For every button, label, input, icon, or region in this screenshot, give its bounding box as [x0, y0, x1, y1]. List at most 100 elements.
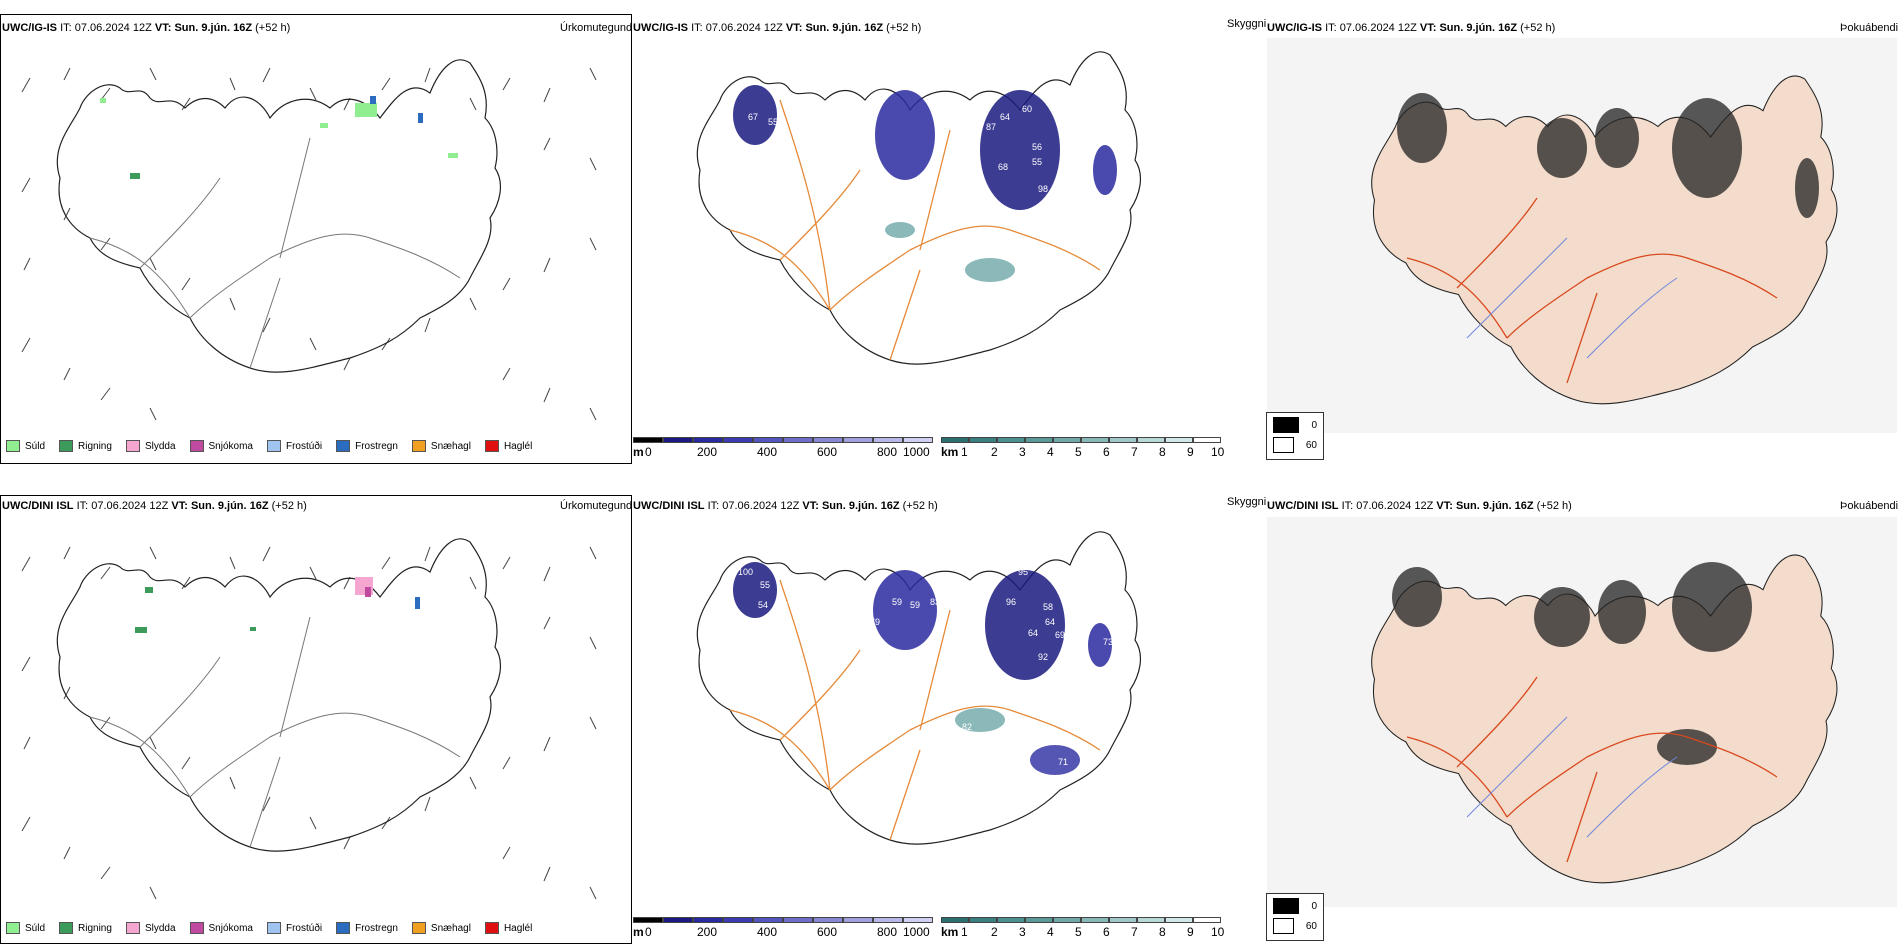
ceiling-label: 54 — [758, 600, 768, 610]
colorbar-segment — [693, 917, 723, 923]
vt-label: VT: — [154, 22, 172, 34]
colorbar-tick: 5 — [1075, 925, 1082, 939]
ceiling-label: 59 — [778, 600, 788, 610]
rivers — [1466, 716, 1678, 838]
ceiling-map-1: 67 55 64 59 87 73 60 85 56 46 68 55 98 1… — [696, 51, 1142, 365]
ceiling-label: 85 — [1072, 117, 1082, 127]
legend-swatch — [266, 922, 281, 934]
fog-shading — [1397, 93, 1819, 218]
visibility-colorbar-2: km 1 2 3 4 5 6 7 8 9 10 — [941, 917, 1261, 941]
vt-value: Sun. 9.jún. 16Z — [1455, 500, 1534, 512]
fog-value: 60 — [1305, 439, 1317, 451]
legend-label: Rigning — [78, 440, 112, 452]
legend-swatch — [336, 922, 351, 934]
vt-value: Sun. 9.jún. 16Z — [821, 500, 900, 512]
colorbar-segment — [1109, 917, 1137, 923]
model-name: UWC/DINI ISL — [1267, 500, 1339, 512]
legend-label: Frostúði — [285, 440, 323, 452]
colorbar-tick: 9 — [1187, 445, 1194, 459]
ceiling-label: 64 — [1045, 617, 1055, 627]
ceiling-label: 59 — [975, 97, 985, 107]
legend-item: Snjókoma — [189, 922, 253, 934]
vt-value: Sun. 9.jún. 16Z — [174, 22, 253, 34]
colorbar-segment — [723, 917, 753, 923]
colorbar-tick: 400 — [757, 445, 778, 459]
colorbar-segment — [1025, 917, 1053, 923]
lead-time: (+52 h) — [271, 500, 307, 512]
model-name: UWC/IG-IS — [633, 22, 688, 34]
ceiling-label: 58 — [1043, 602, 1053, 612]
legend-swatch — [411, 440, 426, 452]
fog-legend-1: 0 60 — [1266, 412, 1324, 460]
colorbar-segment — [1137, 437, 1165, 443]
colorbar-tick: 7 — [1131, 445, 1138, 459]
colorbar-segment — [663, 917, 693, 923]
road-network — [729, 579, 1101, 841]
colorbar-segment — [969, 437, 997, 443]
ceiling-label: 56 — [1032, 142, 1042, 152]
ceiling-label: 64 — [1028, 628, 1038, 638]
colorbar-tick: 8 — [1159, 445, 1166, 459]
legend-swatch — [189, 922, 204, 934]
colorbar-segment — [723, 437, 753, 443]
legend-swatch — [6, 922, 20, 934]
ceiling-label: 55 — [760, 580, 770, 590]
ceiling-cells — [733, 562, 1112, 775]
colorbar-segment — [1053, 917, 1081, 923]
precip-panel-2 — [0, 495, 632, 944]
legend-item: Súld — [6, 922, 45, 934]
iceland-outline — [696, 531, 1142, 845]
legend-swatch — [266, 440, 281, 452]
vt-label: VT: — [171, 500, 188, 512]
ceiling-label: 68 — [998, 162, 1008, 172]
road-network — [1406, 676, 1778, 863]
it-value: 07.06.2024 12Z — [722, 500, 800, 512]
it-value: 07.06.2024 12Z — [91, 500, 169, 512]
colorbar-segment — [843, 437, 873, 443]
legend-item: Frostregn — [336, 440, 398, 452]
precip-title-1: Úrkomutegund — [560, 22, 633, 34]
legend-swatch — [411, 922, 426, 934]
legend-label: Haglél — [503, 440, 533, 452]
colorbar-segment — [1053, 437, 1081, 443]
fog-shading — [1392, 562, 1752, 765]
ceiling-label: 79 — [870, 617, 880, 627]
colorbar-segment — [843, 917, 873, 923]
road-network — [89, 137, 461, 369]
colorbar-segment — [903, 917, 933, 923]
legend-label: Snjókoma — [208, 922, 253, 934]
ceiling-label: 87 — [986, 122, 996, 132]
colorbar-segment — [783, 437, 813, 443]
ceiling-label: 41 — [987, 682, 997, 692]
road-network — [1406, 197, 1778, 384]
legend-label: Rigning — [78, 922, 112, 934]
ceiling-label: 82 — [962, 722, 972, 732]
ceiling-label: 92 — [1038, 652, 1048, 662]
colorbar-segment — [1109, 437, 1137, 443]
iceland-outline — [56, 59, 502, 373]
ceiling-label: 67 — [902, 212, 912, 222]
colorbar-tick: 1000 — [903, 925, 930, 939]
legend-swatch — [6, 440, 20, 452]
colorbar-segment — [633, 437, 663, 443]
ceiling-label: 59 — [892, 597, 902, 607]
fog-title-2: Þokuábendi — [1840, 500, 1899, 512]
legend-swatch — [484, 922, 499, 934]
model-name: UWC/DINI ISL — [633, 500, 705, 512]
model-name: UWC/DINI ISL — [2, 500, 74, 512]
fog-title-1: Þokuábendi — [1840, 22, 1899, 34]
legend-swatch — [336, 440, 351, 452]
legend-item: Haglél — [484, 440, 533, 452]
ceiling-header-1: UWC/IG-IS IT: 07.06.2024 12Z VT: Sun. 9.… — [633, 22, 921, 34]
ceiling-labels: 67 55 64 59 87 73 60 85 56 46 68 55 98 1… — [748, 97, 1082, 222]
ceiling-label: 60 — [1022, 104, 1032, 114]
ceiling-label: 75 — [978, 584, 988, 594]
colorbar-tick: 200 — [697, 445, 718, 459]
colorbar-tick: 10 — [1211, 925, 1225, 939]
colorbar-tick: 3 — [1019, 445, 1026, 459]
ceiling-label: 46 — [1072, 142, 1082, 152]
colorbar-tick: 600 — [817, 925, 838, 939]
it-value: 07.06.2024 12Z — [1339, 22, 1417, 34]
precip-header-1: UWC/IG-IS IT: 07.06.2024 12Z VT: Sun. 9.… — [2, 22, 290, 34]
colorbar-segment — [1081, 917, 1109, 923]
